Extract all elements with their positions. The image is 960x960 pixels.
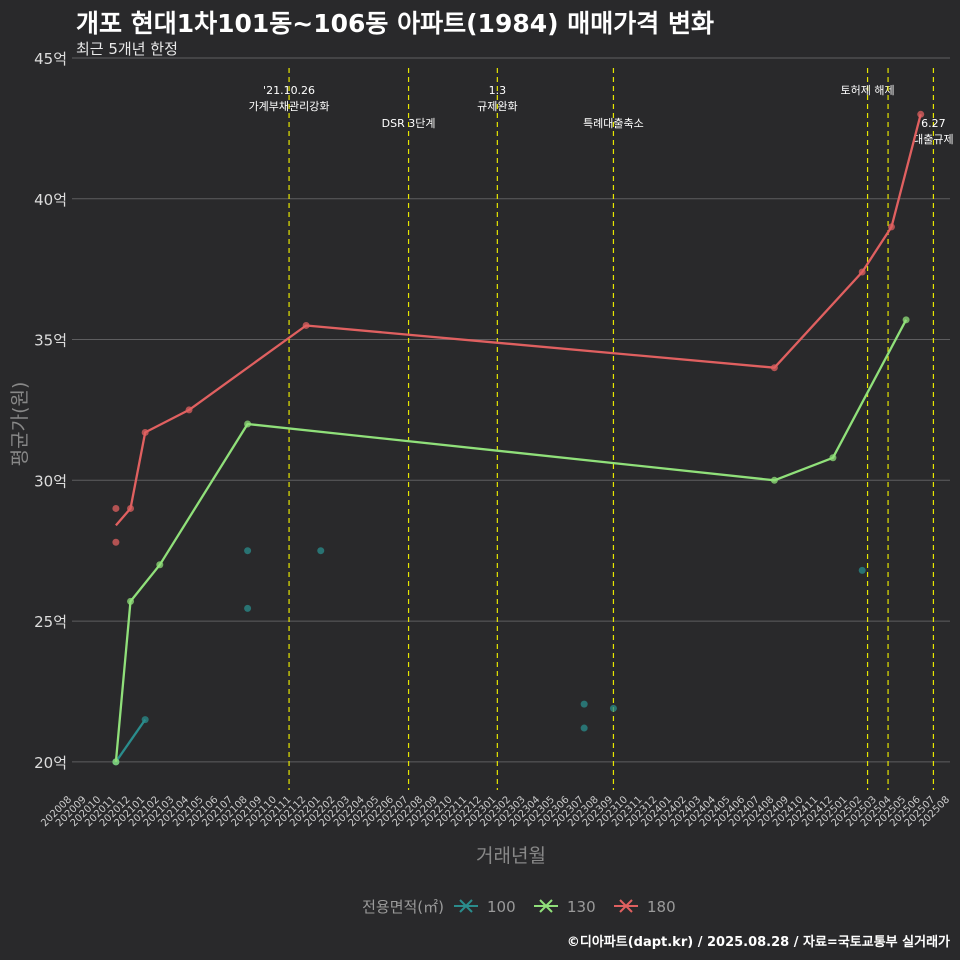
legend-key-cross (619, 899, 633, 913)
y-tick-label: 35억 (34, 332, 67, 350)
legend-title: 전용면적(㎡) (362, 898, 444, 916)
event-label: 가계부채관리강화 (249, 100, 330, 113)
event-label: 6.27 (921, 117, 946, 130)
event-label: 토허제 해제 (841, 83, 895, 97)
data-point-180 (887, 223, 895, 231)
y-tick-label: 30억 (34, 472, 67, 490)
data-point-100 (141, 716, 149, 724)
event-label: DSR 3단계 (382, 117, 436, 130)
x-axis-title: 거래년월 (476, 845, 546, 867)
data-point-130 (244, 420, 252, 428)
data-point-180 (917, 110, 925, 118)
event-label: '21.10.26 (263, 84, 315, 97)
series-line-100 (114, 718, 147, 763)
data-point-100 (244, 547, 252, 555)
legend-key-cross (539, 899, 553, 913)
y-axis-title: 평균가(원) (9, 382, 31, 467)
source-credit: ©디아파트(dapt.kr) / 2025.08.28 / 자료=국토교통부 실… (566, 935, 950, 950)
legend-label: 180 (647, 898, 676, 916)
y-tick-label: 45억 (34, 50, 67, 68)
data-point-180 (127, 504, 135, 512)
data-point-180 (770, 364, 778, 372)
data-point-100 (580, 700, 588, 708)
y-tick-label: 25억 (34, 613, 67, 631)
data-point-180 (112, 504, 120, 512)
data-point-180 (858, 268, 866, 276)
y-tick-label: 20억 (34, 754, 67, 772)
series-line-180 (115, 114, 922, 527)
data-point-100 (858, 566, 866, 574)
event-label: 대출규제 (913, 133, 953, 146)
data-point-100 (580, 724, 588, 732)
data-point-180 (112, 538, 120, 546)
data-point-180 (302, 321, 310, 329)
data-point-130 (829, 454, 837, 462)
data-point-100 (244, 604, 252, 612)
chart-title: 개포 현대1차101동~106동 아파트(1984) 매매가격 변화 (76, 9, 714, 38)
chart-subtitle: 최근 5개년 한정 (76, 40, 178, 58)
legend-key-cross (459, 899, 473, 913)
data-point-180 (141, 428, 149, 436)
legend-label: 130 (567, 898, 596, 916)
legend-label: 100 (487, 898, 516, 916)
data-point-100 (609, 704, 617, 712)
data-point-130 (770, 476, 778, 484)
data-point-130 (902, 316, 910, 324)
data-point-100 (317, 547, 325, 555)
data-point-130 (156, 561, 164, 569)
event-label: 규제완화 (477, 100, 517, 113)
series-line-130 (114, 319, 908, 762)
event-label: 특례대출축소 (583, 117, 644, 130)
event-label: 1.3 (489, 84, 507, 97)
data-point-130 (112, 758, 120, 766)
data-point-130 (127, 597, 135, 605)
y-tick-label: 40억 (34, 191, 67, 209)
data-point-180 (185, 406, 193, 414)
